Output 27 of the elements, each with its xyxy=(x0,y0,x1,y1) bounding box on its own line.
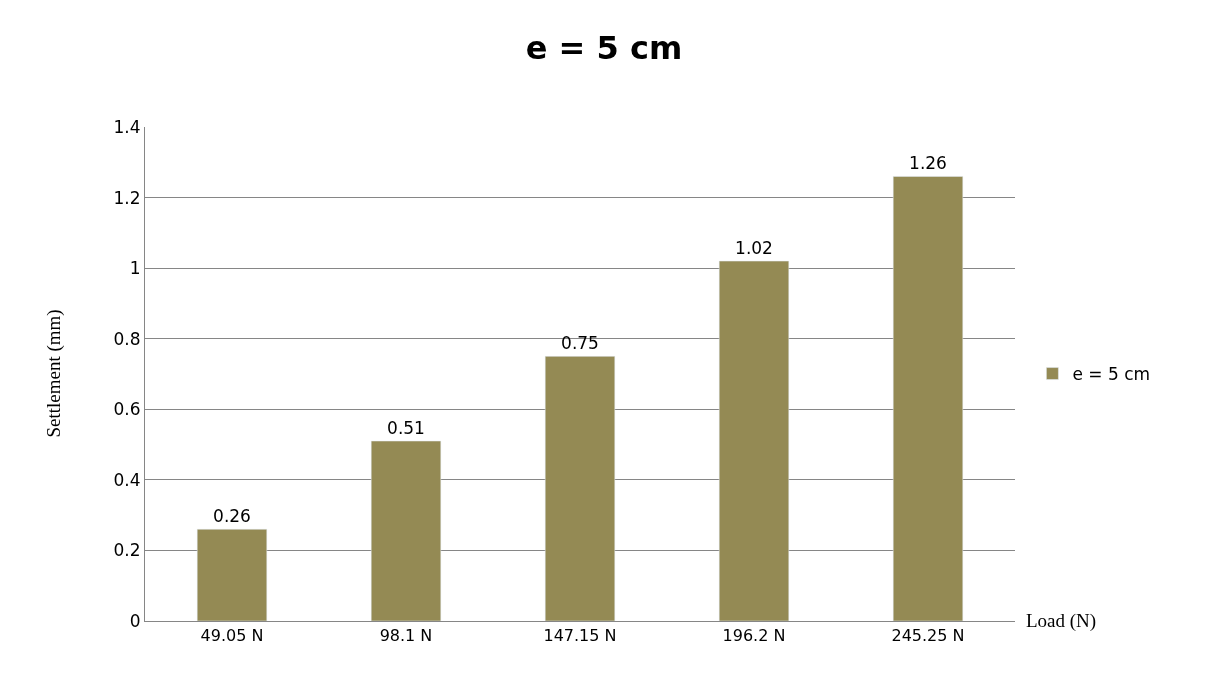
bar xyxy=(892,176,964,621)
chart-title: e = 5 cm xyxy=(525,28,683,67)
data-label: 1.02 xyxy=(735,238,773,259)
y-tick-label: 0.8 xyxy=(113,328,141,349)
y-tick-label: 0.2 xyxy=(113,540,141,561)
bar xyxy=(718,260,790,621)
x-tick-label: 49.05 N xyxy=(200,626,264,646)
y-tick-label: 0.6 xyxy=(113,399,141,420)
x-tick-label: 196.2 N xyxy=(722,626,786,646)
x-tick-label: 147.15 N xyxy=(543,626,617,646)
data-label: 0.51 xyxy=(387,418,425,439)
y-tick-label: 1 xyxy=(129,258,141,279)
data-label: 0.26 xyxy=(213,506,251,527)
bar xyxy=(544,356,616,621)
bar xyxy=(370,440,442,621)
data-label: 1.26 xyxy=(909,153,947,174)
bar xyxy=(196,529,268,621)
y-tick-label: 1.2 xyxy=(113,187,141,208)
legend-label: e = 5 cm xyxy=(1072,364,1151,385)
x-axis-title: Load (N) xyxy=(1026,610,1097,632)
y-tick-label: 0.4 xyxy=(113,469,141,490)
x-tick-label: 98.1 N xyxy=(379,626,433,646)
data-label: 0.75 xyxy=(561,333,599,354)
y-axis-title: Settlement (mm) xyxy=(42,309,65,438)
x-tick-label: 245.25 N xyxy=(891,626,965,646)
y-tick-label: 1.4 xyxy=(113,116,141,137)
y-tick-label: 0 xyxy=(129,610,141,631)
